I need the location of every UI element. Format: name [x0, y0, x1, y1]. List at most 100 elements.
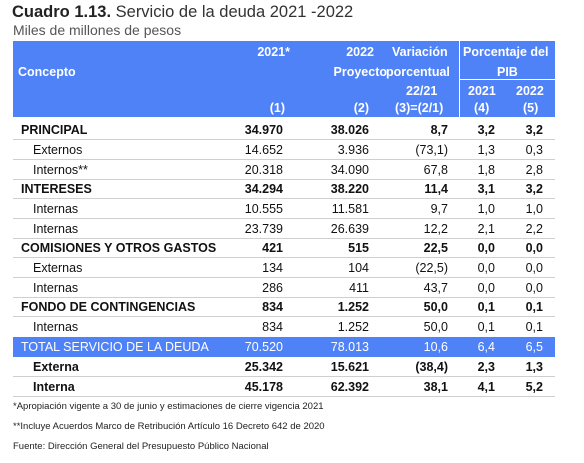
row-divider: [13, 396, 555, 397]
row-2022: 78.013: [330, 340, 369, 354]
row-2022: 1.252: [337, 300, 369, 314]
row-pib-2021: 0,0: [477, 261, 495, 275]
row-pib-2021: 2,3: [477, 360, 495, 374]
table-row: COMISIONES Y OTROS GASTOS 421 515 22,5 0…: [13, 238, 555, 258]
table-subtitle: Miles de millones de pesos: [13, 22, 182, 38]
row-2022: 515: [348, 241, 369, 255]
row-pib-2022: 5,2: [525, 380, 543, 394]
row-2021: 70.520: [244, 340, 283, 354]
row-2021: 34.970: [244, 123, 283, 137]
row-2022: 62.392: [330, 380, 369, 394]
table-title: Cuadro 1.13. Servicio de la deuda 2021 -…: [12, 3, 353, 22]
table-row: Internas 834 1.252 50,0 0,1 0,1: [13, 317, 555, 337]
row-2021: 45.178: [244, 380, 283, 394]
row-variacion: 11,4: [424, 182, 448, 196]
row-2021: 23.739: [244, 222, 283, 236]
row-pib-2022: 0,1: [525, 320, 543, 334]
row-variacion: (73,1): [415, 143, 448, 157]
row-pib-2022: 0,1: [525, 300, 543, 314]
row-pib-2022: 2,8: [525, 163, 543, 177]
row-variacion: 50,0: [423, 300, 448, 314]
header-divider: [459, 41, 460, 117]
table-row: Externas 134 104 (22,5) 0,0 0,0: [13, 258, 555, 278]
row-2021: 834: [262, 300, 283, 314]
row-divider: [13, 198, 555, 199]
row-concepto: COMISIONES Y OTROS GASTOS: [21, 241, 217, 255]
table-row: Internas 10.555 11.581 9,7 1,0 1,0: [13, 199, 555, 219]
table-row: Internos** 20.318 34.090 67,8 1,8 2,8: [13, 160, 555, 180]
row-pib-2021: 0,0: [477, 241, 495, 255]
row-divider: [13, 139, 555, 140]
header-concepto: Concepto: [18, 65, 76, 79]
row-divider: [13, 218, 555, 219]
row-concepto: Internas: [33, 281, 79, 295]
row-concepto: FONDO DE CONTINGENCIAS: [21, 300, 196, 314]
table-row: Internas 23.739 26.639 12,2 2,1 2,2: [13, 219, 555, 239]
row-pib-2022: 3,2: [525, 182, 543, 196]
row-concepto: Internos**: [33, 163, 88, 177]
row-concepto: Internas: [33, 222, 79, 236]
row-concepto: Externas: [33, 261, 83, 275]
row-variacion: 67,8: [423, 163, 448, 177]
row-pib-2021: 0,1: [477, 320, 495, 334]
row-2022: 1.252: [337, 320, 369, 334]
row-divider: [13, 316, 555, 317]
row-concepto: Internas: [33, 202, 79, 216]
row-variacion: 8,7: [430, 123, 448, 137]
footnote: *Apropiación vigente a 30 de junio y est…: [13, 401, 324, 412]
row-divider: [13, 297, 555, 298]
table-header: Concepto 2021* 2022 Proyecto Variación p…: [13, 41, 555, 117]
row-2021: 25.342: [244, 360, 283, 374]
row-divider: [13, 376, 555, 377]
row-pib-2022: 1,0: [525, 202, 543, 216]
row-2022: 38.026: [330, 123, 369, 137]
row-2021: 834: [262, 320, 283, 334]
row-2022: 411: [349, 281, 369, 295]
row-2021: 421: [262, 241, 283, 255]
row-divider: [13, 257, 555, 258]
header-22-21: 22/21: [406, 84, 438, 98]
row-2022: 3.936: [337, 143, 369, 157]
row-pib-2022: 0,0: [525, 241, 543, 255]
row-pib-2021: 0,0: [477, 281, 495, 295]
header-variacion: Variación: [392, 45, 448, 59]
row-pib-2021: 2,1: [477, 222, 495, 236]
row-2022: 38.220: [330, 182, 369, 196]
table-row: Externos 14.652 3.936 (73,1) 1,3 0,3: [13, 140, 555, 160]
row-pib-2021: 6,4: [477, 340, 495, 354]
row-divider: [13, 159, 555, 160]
row-2022: 11.581: [331, 202, 369, 216]
header-num-2: (2): [353, 101, 369, 115]
row-2022: 15.621: [330, 360, 369, 374]
row-pib-2021: 1,3: [477, 143, 495, 157]
row-variacion: 38,1: [423, 380, 448, 394]
header-proyecto: Proyecto: [333, 65, 388, 79]
header-num-3: (3)=(2/1): [395, 101, 444, 115]
table-title-text: Servicio de la deuda 2021 -2022: [111, 3, 354, 21]
header-num-5: (5): [523, 101, 539, 115]
row-2021: 10.555: [244, 202, 283, 216]
header-num-1: (1): [269, 101, 285, 115]
row-pib-2021: 4,1: [477, 380, 495, 394]
row-pib-2021: 3,1: [477, 182, 495, 196]
row-variacion: (38,4): [415, 360, 448, 374]
row-pib-2021: 0,1: [477, 300, 495, 314]
header-2022: 2022: [346, 45, 374, 59]
row-2021: 34.294: [244, 182, 283, 196]
row-concepto: INTERESES: [21, 182, 92, 196]
row-2022: 104: [348, 261, 369, 275]
row-variacion: 22,5: [423, 241, 448, 255]
row-variacion: 10,6: [423, 340, 448, 354]
row-concepto: Interna: [33, 380, 75, 394]
header-2021: 2021*: [257, 45, 290, 59]
row-pib-2021: 1,0: [477, 202, 495, 216]
row-concepto: Internas: [33, 320, 79, 334]
table-row: FONDO DE CONTINGENCIAS 834 1.252 50,0 0,…: [13, 297, 555, 317]
row-divider: [13, 179, 555, 180]
row-pib-2022: 2,2: [525, 222, 543, 236]
row-concepto: PRINCIPAL: [21, 123, 88, 137]
footnote: **Incluye Acuerdos Marco de Retribución …: [13, 421, 325, 432]
row-2022: 26.639: [330, 222, 369, 236]
table-row: Externa 25.342 15.621 (38,4) 2,3 1,3: [13, 357, 555, 377]
row-pib-2021: 3,2: [477, 123, 495, 137]
